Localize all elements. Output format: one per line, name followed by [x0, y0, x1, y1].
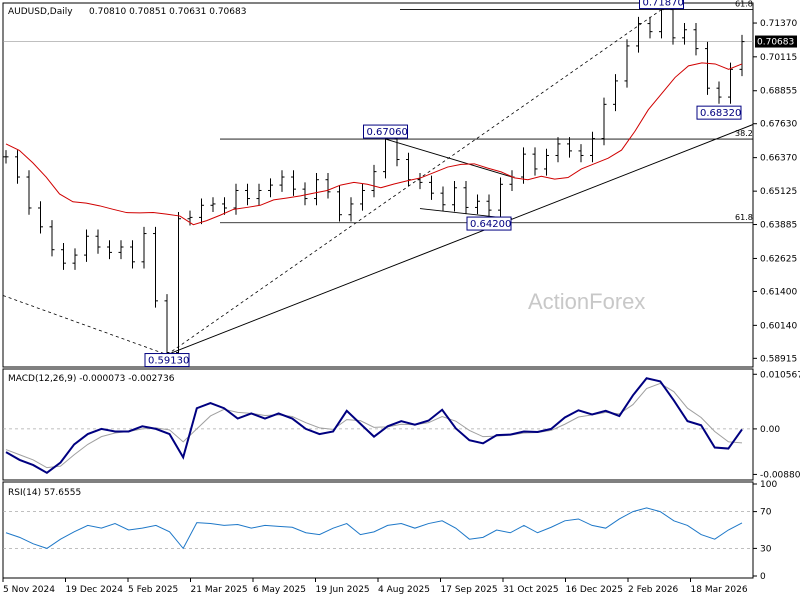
x-tick-label: 21 Mar 2025	[191, 585, 248, 595]
price-pane	[2, 2, 754, 368]
falling-trendline-dashed	[2, 295, 168, 356]
x-tick-label: 2 Feb 2026	[628, 585, 679, 595]
moving-average-line	[5, 62, 743, 226]
current-price-tag	[755, 35, 797, 48]
price-annotation-label: 0.68320	[700, 108, 741, 119]
price-annotation-box	[466, 216, 512, 231]
macd-layer	[3, 377, 753, 475]
fib-level-label: 61.8	[735, 0, 753, 9]
price-pane-ohlc: 0.70810 0.70851 0.70631 0.70683	[89, 7, 246, 17]
price-y-tick-label: 0.62625	[760, 254, 797, 264]
axis-layer: 0.71370 0.70115 0.68855 0.67630 0.66370 0.651…	[2, 19, 800, 595]
x-tick-label: 16 Dec 2025	[566, 585, 624, 595]
x-tick-label: 4 Aug 2025	[378, 585, 430, 595]
price-y-tick-label: 0.66370	[760, 154, 797, 164]
macd-y-tick-label: 0.010567	[760, 370, 800, 380]
price-annotation-box	[696, 105, 742, 120]
rsi-layer	[3, 507, 753, 550]
price-y-tick-label: 0.70115	[760, 53, 797, 63]
channel-trendline-dashed	[166, 9, 662, 356]
price-y-tick-label: 0.58915	[760, 354, 797, 364]
price-y-tick-label: 0.63885	[760, 221, 797, 231]
x-tick-label: 19 Dec 2024	[66, 585, 124, 595]
macd-pane	[2, 368, 754, 481]
price-y-tick-label: 0.68855	[760, 87, 797, 97]
rsi-pane-title: RSI(14) 57.6555	[8, 488, 81, 498]
price-annotation-box	[363, 124, 408, 139]
x-tick-label: 17 Sep 2025	[441, 585, 498, 595]
x-tick-label: 19 Jun 2025	[316, 585, 370, 595]
x-tick-label: 6 May 2025	[253, 585, 306, 595]
price-y-tick-label: 0.71370	[760, 19, 797, 29]
price-y-tick-label: 0.61400	[760, 287, 797, 297]
macd-pane-title: MACD(12,26,9) -0.000073 -0.002736	[8, 374, 175, 384]
wedge-upper-line	[385, 138, 513, 178]
price-annotation-label: 0.64200	[470, 219, 511, 230]
price-y-tick-label: 0.67630	[760, 120, 797, 130]
watermark: ActionForex	[528, 289, 645, 314]
rsi-line	[5, 507, 743, 550]
macd-y-tick-label: 0.00	[760, 425, 780, 435]
price-annotation-box	[144, 353, 190, 368]
price-layer: 61.8 38.2 61.8 0.71870 0.68320 0.67060 0.64200…	[2, 0, 754, 368]
price-annotation-label: 0.71870	[643, 0, 684, 9]
price-annotation-label: 0.59130	[148, 356, 189, 367]
macd-line	[5, 377, 743, 475]
price-pane-symbol: AUDUSD,Daily	[8, 7, 73, 17]
x-tick-label: 5 Feb 2025	[128, 585, 178, 595]
price-y-tick-label: 0.60140	[760, 321, 797, 331]
price-annotation-box	[639, 0, 684, 10]
rsi-y-tick-label: 100	[760, 480, 777, 490]
fib-level-label: 38.2	[735, 129, 753, 138]
price-annotation-label: 0.67060	[367, 127, 408, 138]
rsi-y-tick-label: 70	[760, 508, 772, 518]
x-tick-label: 5 Nov 2024	[3, 585, 55, 595]
fib-level-label: 61.8	[735, 213, 753, 222]
rsi-y-tick-label: 30	[760, 544, 772, 554]
rsi-y-tick-label: 0	[760, 572, 766, 582]
macd-y-tick-label: -0.008808	[760, 470, 800, 480]
rising-trendline	[166, 124, 754, 356]
x-tick-label: 18 Mar 2026	[691, 585, 748, 595]
x-tick-label: 31 Oct 2025	[503, 585, 559, 595]
price-y-tick-label: 0.65125	[760, 187, 797, 197]
current-price-tag-label: 0.70683	[757, 38, 794, 48]
